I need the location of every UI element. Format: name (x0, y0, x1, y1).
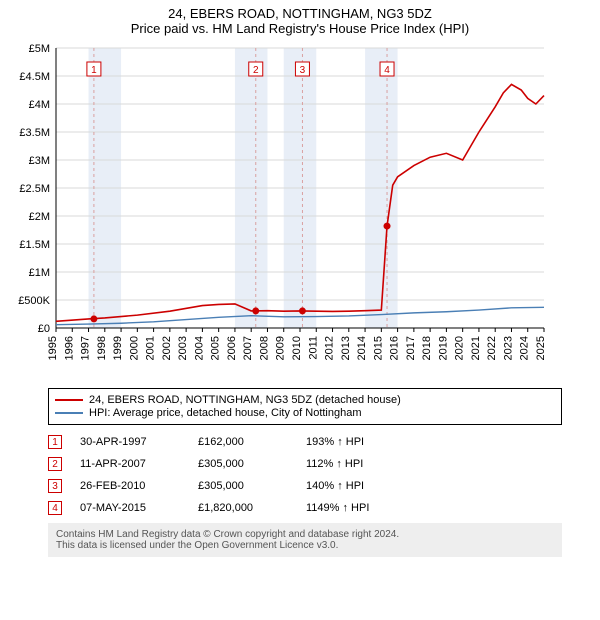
svg-text:2014: 2014 (356, 336, 368, 360)
tx-date: 07-MAY-2015 (80, 502, 180, 514)
svg-text:2022: 2022 (486, 336, 498, 360)
svg-text:2019: 2019 (437, 336, 449, 360)
svg-text:£3.5M: £3.5M (19, 127, 50, 139)
title-address: 24, EBERS ROAD, NOTTINGHAM, NG3 5DZ (8, 6, 592, 21)
tx-pct: 1149% ↑ HPI (306, 502, 406, 514)
footer-line2: This data is licensed under the Open Gov… (56, 540, 554, 551)
legend: 24, EBERS ROAD, NOTTINGHAM, NG3 5DZ (det… (48, 388, 562, 425)
tx-pct: 112% ↑ HPI (306, 458, 406, 470)
svg-text:2018: 2018 (421, 336, 433, 360)
svg-text:£4.5M: £4.5M (19, 71, 50, 83)
footer-line1: Contains HM Land Registry data © Crown c… (56, 529, 554, 540)
svg-text:2: 2 (253, 65, 259, 76)
svg-text:£0: £0 (38, 323, 50, 335)
table-row: 2 11-APR-2007 £305,000 112% ↑ HPI (48, 453, 562, 475)
svg-text:2009: 2009 (275, 336, 287, 360)
chart-container: 24, EBERS ROAD, NOTTINGHAM, NG3 5DZ Pric… (0, 0, 600, 565)
table-row: 1 30-APR-1997 £162,000 193% ↑ HPI (48, 431, 562, 453)
svg-text:1998: 1998 (96, 336, 108, 360)
svg-text:2015: 2015 (372, 336, 384, 360)
svg-text:2003: 2003 (177, 336, 189, 360)
title-block: 24, EBERS ROAD, NOTTINGHAM, NG3 5DZ Pric… (8, 6, 592, 36)
tx-date: 26-FEB-2010 (80, 480, 180, 492)
legend-row: HPI: Average price, detached house, City… (55, 407, 555, 419)
svg-text:£1.5M: £1.5M (19, 239, 50, 251)
svg-text:3: 3 (300, 65, 306, 76)
transaction-table: 1 30-APR-1997 £162,000 193% ↑ HPI 2 11-APR-20… (48, 431, 562, 519)
svg-text:£4M: £4M (29, 99, 50, 111)
table-row: 4 07-MAY-2015 £1,820,000 1149% ↑ HPI (48, 497, 562, 519)
tx-price: £1,820,000 (198, 502, 288, 514)
price-chart: £0 £500K £1M £1.5M £2M £2.5M £3M £3.5M £4M £4.5M £… (8, 42, 568, 382)
svg-text:2012: 2012 (324, 336, 336, 360)
svg-text:1999: 1999 (112, 336, 124, 360)
legend-swatch (55, 399, 83, 401)
svg-text:2002: 2002 (161, 336, 173, 360)
svg-text:2016: 2016 (389, 336, 401, 360)
tx-pct: 140% ↑ HPI (306, 480, 406, 492)
tx-pct: 193% ↑ HPI (306, 436, 406, 448)
svg-text:1996: 1996 (63, 336, 75, 360)
tx-marker: 2 (48, 457, 62, 471)
tx-marker: 1 (48, 435, 62, 449)
tx-marker: 4 (48, 501, 62, 515)
svg-text:£3M: £3M (29, 155, 50, 167)
svg-text:2004: 2004 (193, 336, 205, 360)
tx-price: £305,000 (198, 458, 288, 470)
svg-text:2025: 2025 (535, 336, 547, 360)
svg-text:2024: 2024 (519, 336, 531, 360)
svg-text:1997: 1997 (80, 336, 92, 360)
svg-text:2021: 2021 (470, 336, 482, 360)
svg-text:2010: 2010 (291, 336, 303, 360)
footer-attribution: Contains HM Land Registry data © Crown c… (48, 523, 562, 557)
tx-price: £305,000 (198, 480, 288, 492)
svg-text:2023: 2023 (502, 336, 514, 360)
legend-row: 24, EBERS ROAD, NOTTINGHAM, NG3 5DZ (det… (55, 394, 555, 406)
legend-swatch (55, 412, 83, 414)
chart-area: £0 £500K £1M £1.5M £2M £2.5M £3M £3.5M £4M £4.5M £… (8, 42, 592, 382)
tx-price: £162,000 (198, 436, 288, 448)
svg-text:4: 4 (384, 65, 390, 76)
title-subtitle: Price paid vs. HM Land Registry's House … (8, 21, 592, 36)
svg-text:£1M: £1M (29, 267, 50, 279)
svg-text:2013: 2013 (340, 336, 352, 360)
svg-text:2008: 2008 (258, 336, 270, 360)
svg-text:2001: 2001 (145, 336, 157, 360)
legend-label: 24, EBERS ROAD, NOTTINGHAM, NG3 5DZ (det… (89, 394, 401, 406)
tx-date: 30-APR-1997 (80, 436, 180, 448)
svg-text:£2.5M: £2.5M (19, 183, 50, 195)
svg-text:£5M: £5M (29, 43, 50, 55)
svg-text:£500K: £500K (18, 295, 50, 307)
tx-date: 11-APR-2007 (80, 458, 180, 470)
svg-text:£2M: £2M (29, 211, 50, 223)
svg-text:2000: 2000 (128, 336, 140, 360)
svg-text:2020: 2020 (454, 336, 466, 360)
svg-text:1: 1 (91, 65, 97, 76)
svg-text:2005: 2005 (210, 336, 222, 360)
svg-text:1995: 1995 (47, 336, 59, 360)
svg-text:2006: 2006 (226, 336, 238, 360)
svg-text:2011: 2011 (307, 336, 319, 360)
svg-text:2017: 2017 (405, 336, 417, 360)
tx-marker: 3 (48, 479, 62, 493)
svg-text:2007: 2007 (242, 336, 254, 360)
legend-label: HPI: Average price, detached house, City… (89, 407, 362, 419)
table-row: 3 26-FEB-2010 £305,000 140% ↑ HPI (48, 475, 562, 497)
